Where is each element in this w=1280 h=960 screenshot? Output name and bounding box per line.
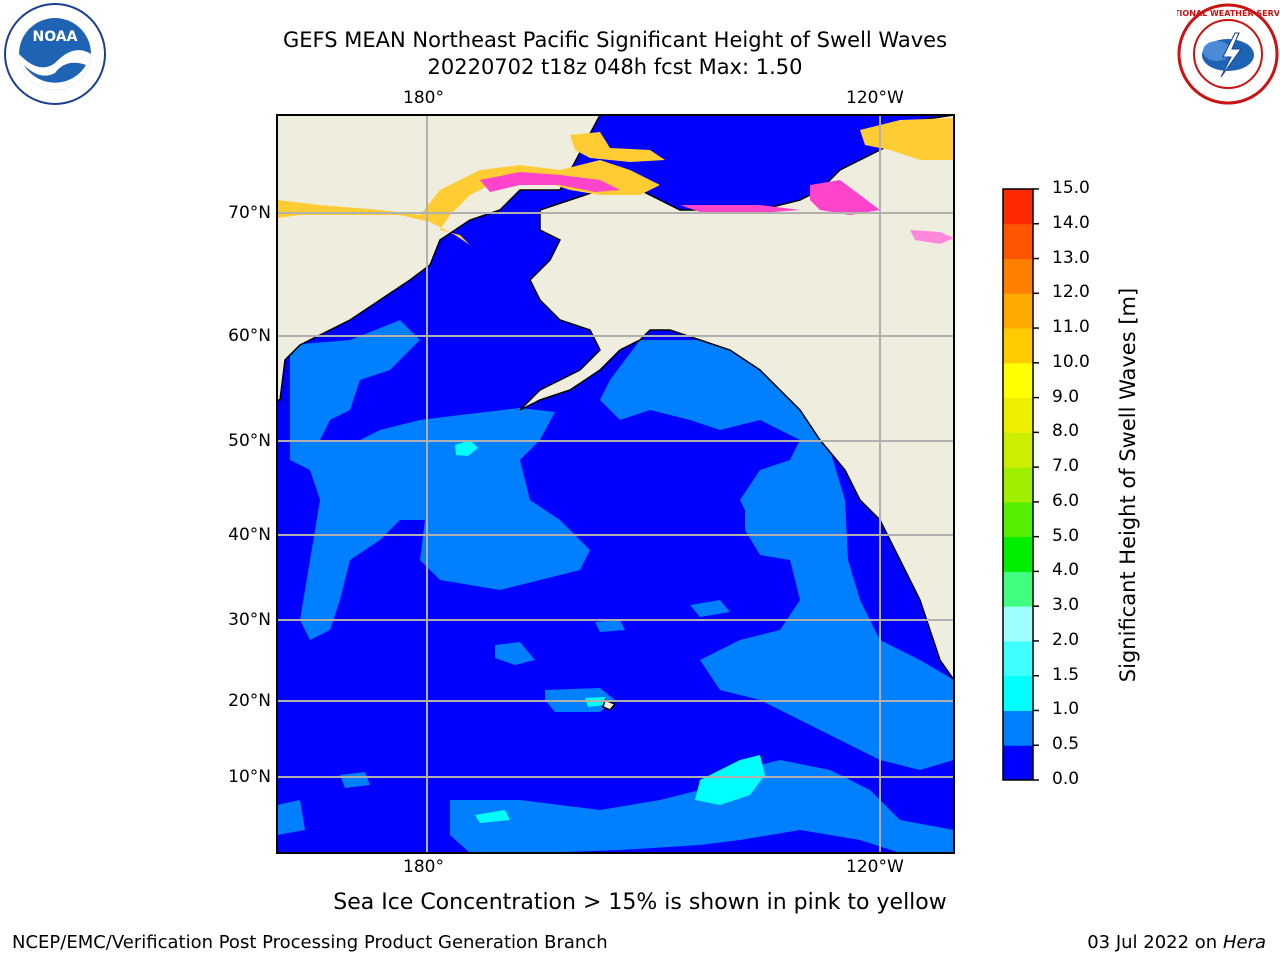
- footer-date: 03 Jul 2022 on Hera: [1087, 932, 1266, 953]
- colorbar-tick-label: 5.0: [1052, 525, 1080, 546]
- colorbar-tick-label: 1.5: [1052, 664, 1080, 685]
- swell-1.0-1.5-regions: [455, 440, 765, 823]
- colorbar-segment: [1003, 606, 1033, 642]
- sea-ice-caption: Sea Ice Concentration > 15% is shown in …: [333, 890, 947, 915]
- colorbar-segment: [1003, 189, 1033, 225]
- colorbar-segment: [1003, 675, 1033, 711]
- colorbar-segment: [1003, 362, 1033, 399]
- lat-label-20n: 20°N: [228, 691, 271, 711]
- lon-label-120w-top: 120°W: [846, 88, 904, 108]
- lat-label-60n: 60°N: [228, 326, 271, 346]
- colorbar-segment: [1003, 710, 1033, 746]
- lon-label-180-bottom: 180°: [403, 857, 444, 877]
- footer-credit: NCEP/EMC/Verification Post Processing Pr…: [12, 932, 608, 953]
- colorbar-tick-label: 11.0: [1052, 317, 1090, 338]
- colorbar-tick-label: 4.0: [1052, 560, 1080, 581]
- noaa-logo: NOAA: [4, 3, 106, 105]
- colorbar-segment: [1003, 467, 1033, 503]
- colorbar-tick-label: 14.0: [1052, 212, 1090, 233]
- colorbar-tick-label: 10.0: [1052, 351, 1090, 372]
- colorbar-tick-label: 0.0: [1052, 769, 1080, 789]
- swell-0.5-1.0-regions: [277, 320, 954, 853]
- colorbar-tick-label: 13.0: [1052, 247, 1090, 268]
- colorbar-segment: [1003, 640, 1033, 677]
- colorbar-tick-label: 7.0: [1052, 456, 1080, 477]
- sea-ice-regions: [277, 118, 954, 245]
- colorbar-frame: [1002, 188, 1034, 781]
- nws-logo: NATIONAL WEATHER SERVICE: [1177, 3, 1279, 105]
- colorbar-tick-label: 12.0: [1052, 282, 1090, 303]
- footer-date-text: 03 Jul 2022 on: [1087, 932, 1223, 953]
- colorbar-segment: [1003, 328, 1033, 364]
- colorbar-tick-label: 9.0: [1052, 386, 1080, 407]
- lat-label-10n: 10°N: [228, 767, 271, 787]
- lat-label-40n: 40°N: [228, 525, 271, 545]
- lat-label-30n: 30°N: [228, 610, 271, 630]
- chart-subtitle: 20220702 t18z 048h fcst Max: 1.50: [427, 55, 803, 79]
- lon-label-180-top: 180°: [403, 88, 444, 108]
- colorbar-tick-label: 3.0: [1052, 595, 1080, 616]
- colorbar-segment: [1003, 501, 1033, 538]
- colorbar-label: Significant Height of Swell Waves [m]: [1116, 287, 1140, 683]
- colorbar-tick-label: 1.0: [1052, 699, 1080, 720]
- colorbar-tick-label: 6.0: [1052, 490, 1080, 511]
- lat-label-70n: 70°N: [228, 203, 271, 223]
- colorbar-tick-label: 2.0: [1052, 629, 1080, 650]
- chart-title: GEFS MEAN Northeast Pacific Significant …: [282, 28, 948, 52]
- nws-logo-text: NATIONAL WEATHER SERVICE: [1177, 9, 1279, 18]
- colorbar-tick-label: 15.0: [1052, 178, 1090, 198]
- colorbar-segment: [1003, 397, 1033, 433]
- lat-label-50n: 50°N: [228, 431, 271, 451]
- colorbar-tick-label: 0.5: [1052, 734, 1080, 755]
- colorbar-segment: [1003, 571, 1033, 607]
- colorbar-segment: [1003, 293, 1033, 329]
- colorbar-segment: [1003, 745, 1033, 781]
- colorbar-segment: [1003, 432, 1033, 468]
- noaa-logo-text: NOAA: [33, 29, 78, 45]
- colorbar-segment: [1003, 258, 1033, 294]
- colorbar-tick-label: 8.0: [1052, 421, 1080, 442]
- colorbar-segment: [1003, 223, 1033, 260]
- footer-host: Hera: [1222, 932, 1266, 953]
- graticule: [277, 115, 954, 853]
- colorbar-segment: [1003, 536, 1033, 572]
- lon-label-120w-bottom: 120°W: [846, 857, 904, 877]
- map-frame: [276, 114, 955, 854]
